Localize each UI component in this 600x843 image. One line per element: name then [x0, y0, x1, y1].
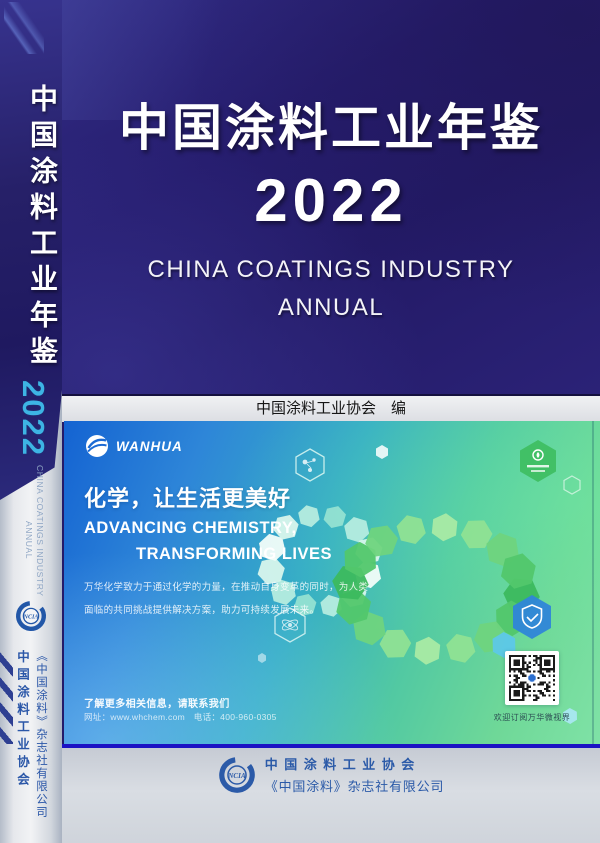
ad-contact-details: 网址：www.whchem.com 电话：400-960-0305 [84, 712, 277, 722]
qr-code-pattern [509, 655, 555, 701]
ad-slogan-chinese: 化学，让生活更美好 [84, 486, 292, 511]
spine-english-line2: ANNUAL [24, 520, 34, 560]
front-cover-top: 中国涂料工业年鉴 2022 CHINA COATINGS INDUSTRY AN… [62, 0, 600, 394]
ncia-logo-text: NCIA [227, 771, 246, 779]
wanhua-logo: WANHUA [84, 433, 183, 459]
book-spine: 中国涂料工业年鉴 2022 CHINA COATINGS INDUSTRY AN… [0, 0, 62, 843]
bottom-divider-line [62, 744, 600, 748]
spine-publisher: 《中国涂料》杂志社有限公司 [35, 650, 47, 819]
spine-stripe-decoration [0, 652, 13, 744]
spine-publisher-block: 《中国涂料》杂志社有限公司 中国涂料工业协会 [13, 650, 50, 820]
publisher-footer: NCIA 中国涂料工业协会 《中国涂料》杂志社有限公司 [62, 748, 600, 843]
hexagon-decoration [376, 445, 388, 459]
spine-association: 中国涂料工业协会 [15, 650, 29, 790]
spine-title: 中国涂料工业年鉴 [27, 84, 58, 372]
footer-association: 中国涂料工业协会 [264, 757, 421, 772]
wanhua-logo-icon [86, 435, 108, 457]
english-subtitle-line2: ANNUAL [277, 294, 385, 321]
ad-slogan-english-line2: TRANSFORMING LIVES [136, 545, 333, 563]
hexagon-loop-graphic [257, 440, 581, 724]
english-subtitle-line1: CHINA COATINGS INDUSTRY [147, 256, 515, 283]
editor-credit-band: 中国涂料工业协会 编 [62, 394, 600, 422]
spine-english-subtitle: CHINA COATINGS INDUSTRY ANNUAL [23, 465, 45, 615]
ad-right-edge-line [592, 421, 594, 744]
hexagon-leaf-icon [520, 440, 556, 482]
spine-top-background [0, 0, 62, 500]
wanhua-brand-text: WANHUA [116, 438, 183, 454]
edition-year: 2022 [254, 167, 408, 234]
ad-contact-heading: 了解更多相关信息，请联系我们 [84, 699, 230, 710]
spine-year: 2022 [16, 380, 51, 457]
spine-english-line1: CHINA COATINGS INDUSTRY [35, 465, 45, 597]
ncia-logo-icon: NCIA [16, 601, 46, 631]
ad-body-line2: 面临的共同挑战提供解决方案，助力可持续发展未来。 [84, 605, 320, 616]
hexagon-decoration [258, 653, 266, 663]
wanhua-ad-banner: WANHUA 化学，让生活更美好 ADVANCING CHEMISTRY, TR… [64, 421, 600, 744]
ncia-logo-text: NCIA [23, 614, 39, 620]
hexagon-molecule-icon [295, 448, 325, 482]
hexagon-atom-icon [274, 607, 306, 643]
ad-body-line1: 万华化学致力于通过化学的力量，在推动自身变革的同时，为人类 [84, 582, 369, 593]
ad-slogan-english-line1: ADVANCING CHEMISTRY, [84, 519, 297, 537]
hexagon-shield-icon [513, 595, 551, 639]
footer-publisher: 《中国涂料》杂志社有限公司 [264, 779, 445, 794]
qr-code [505, 651, 559, 705]
qr-caption: 欢迎订阅万华微视界 [493, 713, 571, 722]
hexagon-rings [257, 505, 577, 724]
ncia-logo-icon: NCIA [218, 756, 255, 793]
hexagon-decoration [563, 475, 581, 495]
page-title: 中国涂料工业年鉴 [119, 100, 543, 156]
